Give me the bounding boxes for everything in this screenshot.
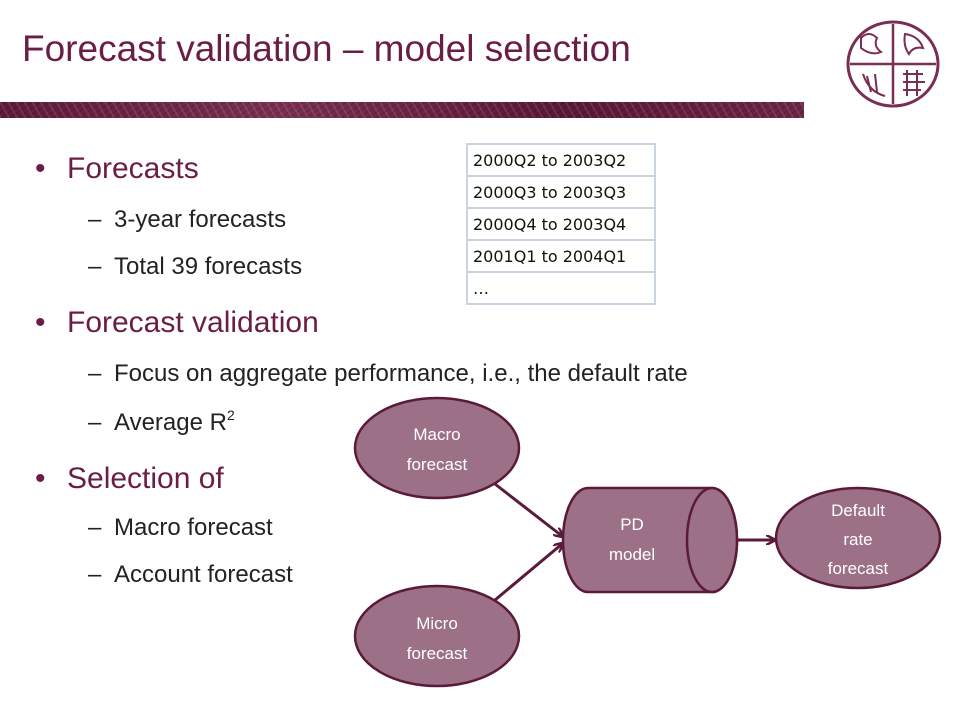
dash-marker: – bbox=[88, 561, 102, 588]
micro-node-label-1: Micro bbox=[416, 614, 458, 633]
table-cell: 2001Q1 to 2004Q1 bbox=[466, 239, 656, 273]
bullet-text: Forecasts bbox=[67, 152, 199, 185]
subbullet-text: Total 39 forecasts bbox=[114, 253, 303, 280]
table-cell: 2000Q3 to 2003Q3 bbox=[466, 175, 656, 209]
dash-marker: – bbox=[88, 409, 102, 436]
dash-marker: – bbox=[88, 514, 102, 541]
subbullet-3-year: –3-year forecasts bbox=[88, 206, 286, 234]
macro-node-label-1: Macro bbox=[413, 425, 460, 444]
table-row: 2000Q4 to 2003Q4 bbox=[466, 207, 656, 241]
dash-marker: – bbox=[88, 360, 102, 387]
bullet-text: Forecast validation bbox=[67, 306, 319, 339]
subbullet-text: Focus on aggregate performance, i.e., th… bbox=[114, 360, 688, 387]
subbullet-text: Average R bbox=[114, 409, 227, 436]
title-underline-bar bbox=[0, 102, 804, 118]
subbullet-text: 3-year forecasts bbox=[114, 206, 287, 233]
dash-marker: – bbox=[88, 253, 102, 280]
bullet-forecast-validation: • Forecast validation bbox=[35, 306, 319, 340]
institution-logo-icon bbox=[846, 20, 940, 108]
subbullet-account-forecast: – Account forecast bbox=[88, 561, 293, 589]
output-node-label-2: rate bbox=[843, 530, 872, 549]
slide-title: Forecast validation – model selection bbox=[22, 28, 631, 69]
table-row: 2000Q3 to 2003Q3 bbox=[466, 175, 656, 209]
bullet-text: Selection of bbox=[67, 462, 224, 495]
output-node-label-1: Default bbox=[831, 501, 885, 520]
bullet-selection-of: • Selection of bbox=[35, 462, 224, 496]
forecast-periods-table: 2000Q2 to 2003Q2 2000Q3 to 2003Q3 2000Q4… bbox=[466, 143, 656, 305]
subbullet-average-r2: – Average R2 bbox=[88, 407, 235, 437]
default-rate-forecast-node: Default rate forecast bbox=[774, 486, 942, 590]
subbullet-text: Account forecast bbox=[114, 561, 293, 588]
arrow-macro-to-pd bbox=[494, 482, 562, 536]
bullet-dot: • bbox=[35, 462, 46, 495]
pd-node-label-2: model bbox=[609, 545, 655, 564]
subbullet-total-39: – Total 39 forecasts bbox=[88, 253, 302, 281]
pd-node-label-1: PD bbox=[620, 515, 644, 534]
table-cell: 2000Q4 to 2003Q4 bbox=[466, 207, 656, 241]
bullet-dot: • bbox=[35, 152, 46, 185]
table-cell: … bbox=[466, 271, 656, 305]
table-row: 2001Q1 to 2004Q1 bbox=[466, 239, 656, 273]
macro-node-label-2: forecast bbox=[407, 455, 468, 474]
bullet-forecasts: • Forecasts bbox=[35, 152, 199, 186]
subbullet-macro-forecast: – Macro forecast bbox=[88, 514, 273, 542]
pd-model-node: PD model bbox=[561, 486, 739, 594]
table-cell: 2000Q2 to 2003Q2 bbox=[466, 143, 656, 177]
subbullet-focus: – Focus on aggregate performance, i.e., t… bbox=[88, 360, 688, 388]
dash-marker: – bbox=[88, 206, 102, 233]
bullet-dot: • bbox=[35, 306, 46, 339]
macro-forecast-node: Macro forecast bbox=[353, 396, 521, 500]
superscript-2: 2 bbox=[226, 407, 235, 423]
output-node-label-3: forecast bbox=[828, 559, 889, 578]
subbullet-text: Macro forecast bbox=[114, 514, 273, 541]
table-row: … bbox=[466, 271, 656, 305]
arrow-micro-to-pd bbox=[494, 544, 562, 602]
micro-node-label-2: forecast bbox=[407, 644, 468, 663]
micro-forecast-node: Micro forecast bbox=[353, 584, 521, 688]
table-row: 2000Q2 to 2003Q2 bbox=[466, 143, 656, 177]
